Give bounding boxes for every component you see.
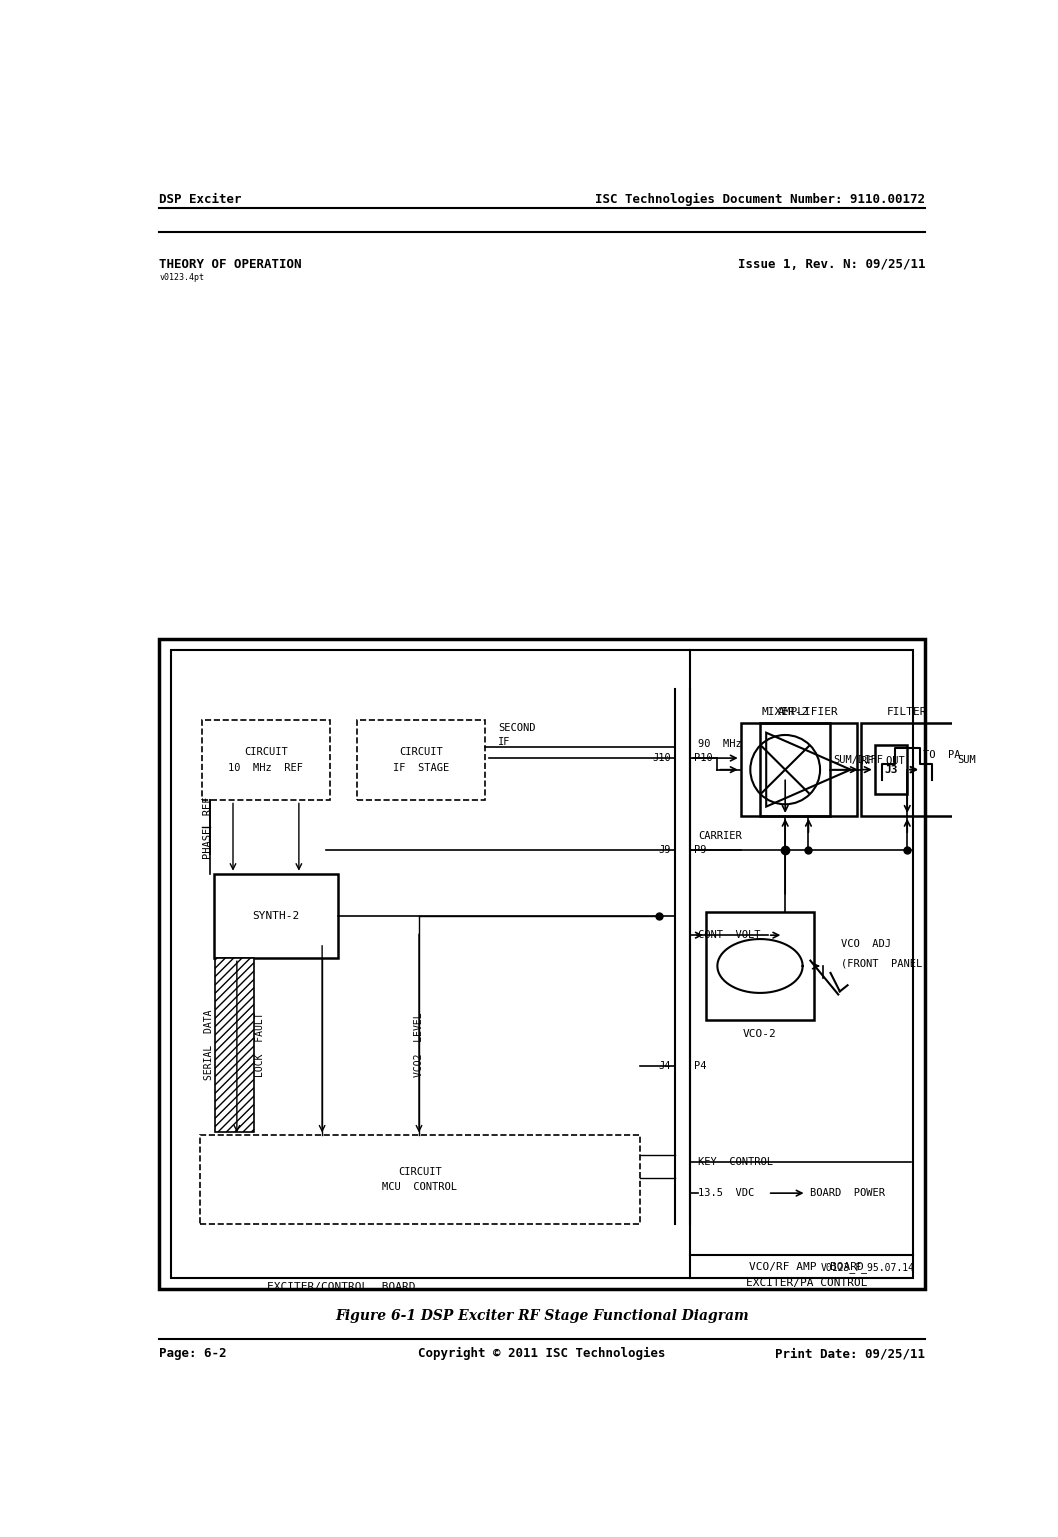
Text: SERIAL  DATA: SERIAL DATA (204, 1010, 214, 1081)
Bar (741, 724, 829, 816)
Text: ISC Technologies Document Number: 9110.00172: ISC Technologies Document Number: 9110.0… (595, 194, 925, 206)
Text: RF  OUT: RF OUT (861, 756, 905, 765)
Text: AMPLIFIER: AMPLIFIER (778, 707, 839, 718)
Text: P4: P4 (694, 1061, 707, 1071)
Text: (FRONT  PANEL): (FRONT PANEL) (841, 958, 929, 968)
Text: SUM: SUM (957, 755, 977, 765)
Bar (214, 873, 338, 958)
Text: 13.5  VDC: 13.5 VDC (698, 1188, 754, 1199)
Text: CIRCUIT: CIRCUIT (398, 1167, 441, 1177)
Bar (160, 639, 925, 1290)
Text: IF  STAGE: IF STAGE (393, 762, 449, 773)
Text: DSP Exciter: DSP Exciter (160, 194, 242, 206)
Text: IF: IF (498, 738, 511, 747)
Text: VCO2  LEVEL: VCO2 LEVEL (414, 1013, 424, 1077)
Text: CIRCUIT: CIRCUIT (399, 747, 443, 758)
Text: SECOND: SECOND (498, 724, 535, 733)
Text: TO  PA: TO PA (923, 750, 961, 761)
Text: VCO-2: VCO-2 (743, 1030, 777, 1039)
Text: LOCK  FAULT: LOCK FAULT (255, 1013, 266, 1077)
Text: v0123.4pt: v0123.4pt (160, 274, 204, 281)
Text: MCU  CONTROL: MCU CONTROL (382, 1182, 457, 1193)
Text: VCO/RF AMP  BOARD: VCO/RF AMP BOARD (749, 1262, 864, 1273)
Text: 90  MHz: 90 MHz (698, 739, 742, 749)
Bar (760, 724, 857, 816)
Bar (875, 745, 908, 795)
Text: Print Date: 09/25/11: Print Date: 09/25/11 (776, 1346, 925, 1360)
Text: MIXER-2: MIXER-2 (762, 707, 808, 718)
Text: V0123_F_95.07.14: V0123_F_95.07.14 (821, 1262, 915, 1273)
Text: CONT  VOLT: CONT VOLT (698, 930, 761, 941)
Text: Copyright © 2011 ISC Technologies: Copyright © 2011 ISC Technologies (419, 1346, 665, 1360)
Text: Figure 6-1 DSP Exciter RF Stage Functional Diagram: Figure 6-1 DSP Exciter RF Stage Function… (335, 1308, 749, 1323)
Text: BOARD  POWER: BOARD POWER (810, 1188, 886, 1199)
Text: P10: P10 (694, 753, 713, 762)
Text: CARRIER: CARRIER (698, 832, 742, 841)
Text: P9: P9 (694, 845, 707, 856)
Text: J3: J3 (884, 764, 898, 775)
Text: SUM/DIFF: SUM/DIFF (834, 755, 883, 765)
Text: 10  MHz  REF: 10 MHz REF (229, 762, 304, 773)
Bar (215, 958, 254, 1131)
Bar (861, 724, 953, 816)
Bar (171, 650, 913, 1277)
Text: EXCITER/PA CONTROL: EXCITER/PA CONTROL (746, 1277, 868, 1288)
Text: EXCITER/CONTROL  BOARD: EXCITER/CONTROL BOARD (268, 1282, 416, 1291)
Text: THEORY OF OPERATION: THEORY OF OPERATION (160, 258, 302, 271)
Text: J9: J9 (658, 845, 671, 856)
Text: SYNTH-2: SYNTH-2 (252, 911, 299, 921)
Text: Page: 6-2: Page: 6-2 (160, 1346, 226, 1360)
Text: VCO  ADJ: VCO ADJ (841, 939, 892, 948)
Bar (706, 911, 815, 1021)
Text: KEY  CONTROL: KEY CONTROL (698, 1157, 773, 1167)
Text: CIRCUIT: CIRCUIT (244, 747, 288, 758)
Text: J4: J4 (658, 1061, 671, 1071)
Text: Issue 1, Rev. N: 09/25/11: Issue 1, Rev. N: 09/25/11 (737, 258, 925, 271)
Text: J10: J10 (652, 753, 671, 762)
Text: FILTER: FILTER (887, 707, 928, 718)
Text: PHASE  REF: PHASE REF (203, 796, 214, 859)
